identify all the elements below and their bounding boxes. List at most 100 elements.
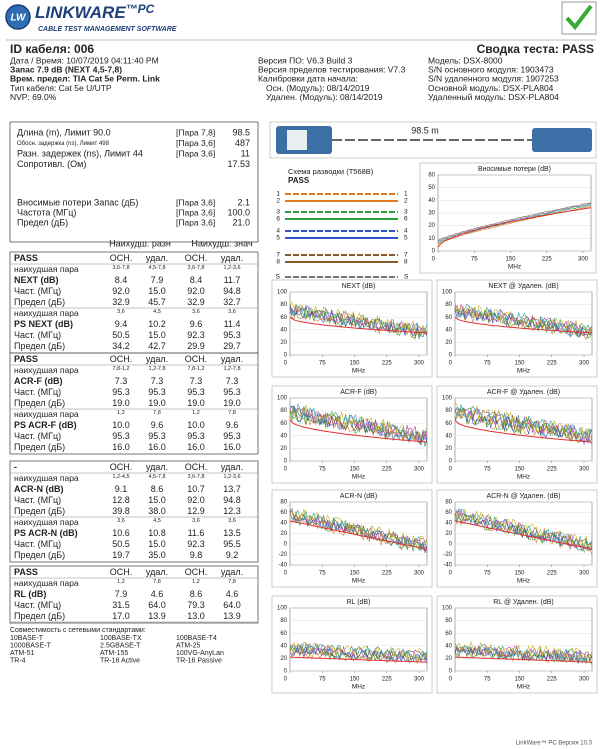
- standard: 1000BASE-T: [10, 642, 52, 649]
- cell: 50.5: [112, 330, 130, 340]
- cell: 7,8: [153, 579, 161, 585]
- chart-title: ACR-F (dB): [340, 389, 377, 396]
- column-header: ОСН.: [185, 253, 208, 263]
- x-tick-label: 0: [284, 571, 288, 577]
- pin-right: 1: [404, 191, 408, 198]
- row-label: Част. (МГц): [14, 495, 61, 505]
- pin-left: 8: [276, 259, 280, 266]
- x-tick-label: 300: [414, 361, 425, 367]
- standard: ATM-155: [100, 650, 128, 657]
- summary-line: Версия пределов тестирования: V7.3: [258, 64, 406, 74]
- x-tick-label: 150: [514, 361, 525, 367]
- y-tick-label: 100: [442, 606, 453, 612]
- section-status: PASS: [14, 253, 38, 263]
- pin-right: 2: [404, 198, 408, 205]
- x-tick-label: 150: [514, 571, 525, 577]
- y-tick-label: 40: [428, 198, 435, 204]
- column-header: ОСН.: [110, 567, 133, 577]
- summary-line: S/N основного модуля: 1903473: [428, 64, 554, 74]
- row-label: Предел (дБ): [14, 341, 65, 351]
- row-label: Предел (дБ): [14, 611, 65, 621]
- cell: 7.3: [115, 376, 128, 386]
- y-tick-label: 60: [280, 421, 287, 427]
- cell: 92.0: [187, 286, 205, 296]
- y-tick-label: 100: [277, 290, 288, 296]
- y-tick-label: 40: [445, 643, 452, 649]
- cell: 92.3: [187, 330, 205, 340]
- cell: 8.4: [190, 275, 203, 285]
- summary-line: NVP: 69.0%: [10, 92, 57, 102]
- cell: 3,6-7,8: [112, 265, 129, 271]
- cell: 45.7: [148, 297, 166, 307]
- y-tick-label: 40: [280, 521, 287, 527]
- chart-title: RL (dB): [347, 599, 371, 606]
- pin-left: 6: [276, 216, 280, 223]
- x-axis-label: MHz: [517, 684, 530, 691]
- y-tick-label: 40: [280, 433, 287, 439]
- section-box: [9, 565, 259, 624]
- cell: 10.0: [112, 420, 130, 430]
- cell: 9.4: [115, 319, 128, 329]
- row-label: наихудшая пара: [14, 365, 79, 375]
- cell: 1,2-3,6: [223, 265, 240, 271]
- y-tick-label: 60: [280, 631, 287, 637]
- y-tick-label: 20: [445, 340, 452, 346]
- row-label: Част. (МГц): [14, 431, 61, 441]
- y-tick-label: 0: [284, 542, 288, 548]
- y-tick-label: 80: [280, 500, 287, 506]
- summary-line: Врем. предел: TIA Cat 5e Perm. Link: [10, 74, 160, 84]
- trace-decoration: [289, 307, 428, 338]
- cell: 10.6: [112, 528, 130, 538]
- y-tick-label: 0: [432, 249, 436, 255]
- limit-line-decoration: [289, 520, 428, 550]
- pin-right: 5: [404, 235, 408, 242]
- trace-decoration: [289, 641, 428, 660]
- x-axis-label: MHz: [517, 578, 530, 585]
- y-tick-label: 0: [284, 669, 288, 675]
- cell: 19.0: [148, 398, 166, 408]
- x-tick-label: 225: [547, 361, 558, 367]
- pin-left: 2: [276, 198, 280, 205]
- y-tick-label: 60: [280, 510, 287, 516]
- y-tick-label: 20: [280, 446, 287, 452]
- x-tick-label: 0: [432, 257, 436, 263]
- row-label: Част. (МГц): [14, 387, 61, 397]
- x-tick-label: 300: [414, 571, 425, 577]
- x-tick-label: 225: [547, 677, 558, 683]
- cell: 16.0: [112, 442, 130, 452]
- row-label: Предел (дБ): [14, 550, 65, 560]
- trace-decoration: [454, 510, 593, 549]
- x-tick-label: 300: [579, 677, 590, 683]
- row-label: наихудшая пара: [14, 264, 79, 274]
- measure-value: 98.5: [232, 127, 250, 137]
- y-tick-label: 40: [280, 643, 287, 649]
- cell: 50.5: [112, 539, 130, 549]
- limit-line-decoration: [289, 656, 428, 663]
- trace-decoration: [454, 509, 593, 549]
- trace-decoration: [454, 643, 593, 661]
- x-axis-label: MHz: [517, 474, 530, 481]
- pin-left: 3: [276, 209, 280, 216]
- column-header: удал.: [221, 253, 243, 263]
- cell: 16.0: [148, 442, 166, 452]
- wiremap-title: Схема разводки (T568B): [288, 167, 374, 176]
- limit-line-decoration: [454, 419, 593, 443]
- standard: 100BASE-TX: [100, 635, 142, 642]
- column-header: удал.: [221, 354, 243, 364]
- cell: 1,2: [192, 410, 200, 416]
- cell: 42.7: [148, 341, 166, 351]
- column-header: удал.: [146, 354, 168, 364]
- cell: 1,2-3,6: [223, 474, 240, 480]
- section-status: PASS: [14, 567, 38, 577]
- cell: 95.3: [187, 387, 205, 397]
- footer: LinkWare™ PC Версия 10.3: [516, 740, 593, 747]
- row-label: наихудшая пара: [14, 473, 79, 483]
- wiremap-result: PASS: [288, 176, 310, 185]
- cell: 95.3: [112, 431, 130, 441]
- cell: 92.0: [187, 495, 205, 505]
- pin-left: 5: [276, 235, 280, 242]
- measure-label: Длина (m), Лимит 90.0: [17, 127, 111, 137]
- chart-title: ACR-F @ Удален. (dB): [487, 389, 560, 396]
- y-tick-label: 80: [445, 500, 452, 506]
